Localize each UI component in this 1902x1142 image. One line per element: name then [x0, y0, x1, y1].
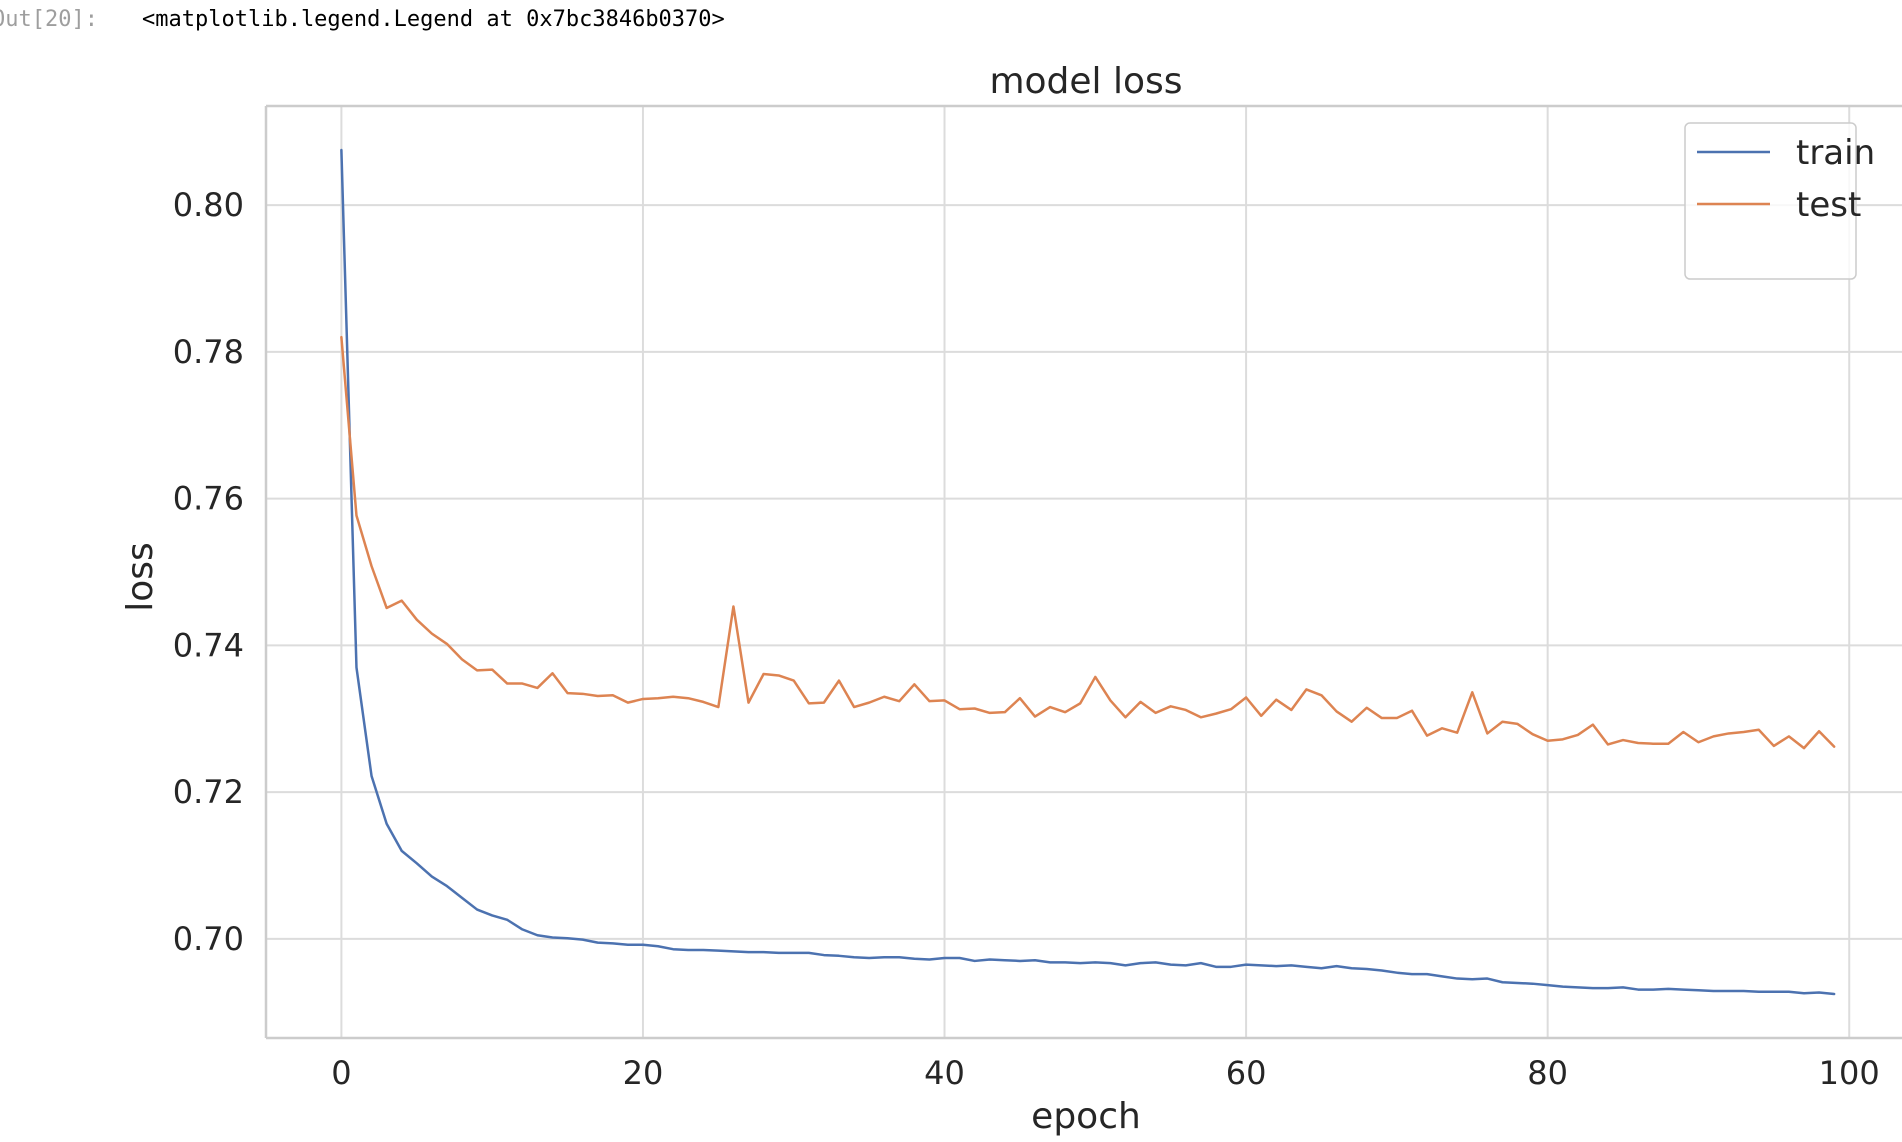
- y-tick-label-0.70: 0.70: [173, 920, 244, 958]
- legend-label-test: test: [1796, 185, 1861, 225]
- legend-frame: [1684, 122, 1857, 280]
- output-row: Out[20]: <matplotlib.legend.Legend at 0x7…: [0, 4, 725, 36]
- chart-title: model loss: [989, 61, 1182, 102]
- legend-label-train: train: [1796, 133, 1875, 173]
- x-tick-label-100: 100: [1819, 1054, 1880, 1092]
- y-tick-label-0.76: 0.76: [173, 480, 244, 518]
- output-prompt: Out[20]:: [0, 7, 98, 32]
- series-line-train: [340, 148, 1836, 996]
- plot-area-background: [266, 106, 1902, 1038]
- y-tick-label-0.80: 0.80: [173, 186, 244, 224]
- x-tick-label-60: 60: [1226, 1054, 1267, 1092]
- plot-spines: [264, 104, 1902, 1040]
- y-tick-label-0.72: 0.72: [173, 773, 244, 811]
- legend: train test: [1684, 122, 1875, 280]
- loss-chart: 0 20 40 60 80 100 0.70 0.72 0.74 0.76 0.78 0.80 mo…: [120, 61, 1902, 1137]
- y-axis-label: loss: [120, 542, 161, 612]
- series-line-test: [340, 335, 1836, 750]
- y-tick-labels: 0.70 0.72 0.74 0.76 0.78 0.80: [173, 186, 244, 958]
- x-tick-label-20: 20: [623, 1054, 664, 1092]
- x-tick-label-80: 80: [1527, 1054, 1568, 1092]
- output-text: <matplotlib.legend.Legend at 0x7bc3846b0…: [142, 7, 725, 32]
- series-lines: [340, 148, 1836, 996]
- x-tick-label-40: 40: [924, 1054, 965, 1092]
- y-tick-label-0.78: 0.78: [173, 333, 244, 371]
- y-tick-label-0.74: 0.74: [173, 626, 244, 664]
- x-tick-labels: 0 20 40 60 80 100: [331, 1054, 1880, 1092]
- x-tick-label-0: 0: [331, 1054, 351, 1092]
- x-axis-label: epoch: [1031, 1096, 1141, 1137]
